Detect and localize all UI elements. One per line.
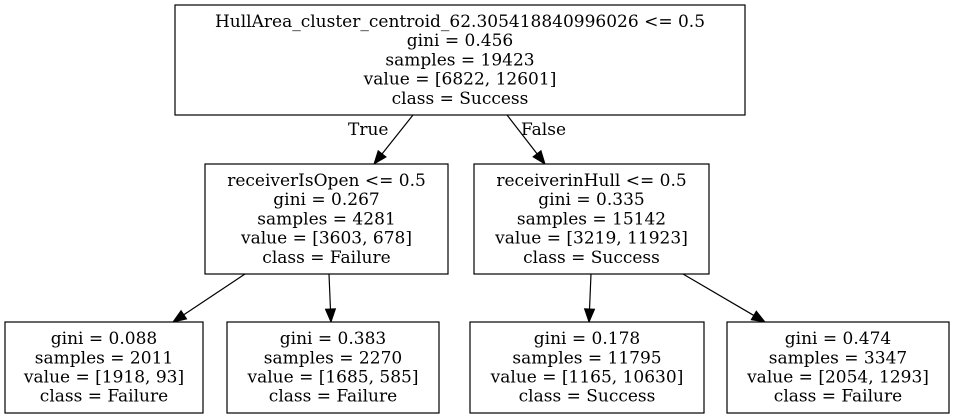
node-line: class = Failure [269, 387, 397, 407]
edge-label: True [348, 120, 388, 140]
node-line: class = Failure [774, 387, 902, 407]
edge-line [328, 273, 332, 310]
edge-left-to-leaf-lr [324, 273, 337, 324]
node-line: receiverinHull <= 0.5 [496, 171, 686, 191]
arrow-head-icon [583, 308, 596, 324]
node-line: gini = 0.088 [51, 329, 157, 349]
node-line: gini = 0.456 [407, 31, 513, 51]
node-line: gini = 0.267 [273, 190, 379, 210]
node-line: samples = 2270 [264, 348, 402, 368]
edge-line [381, 114, 414, 155]
edge-line [183, 273, 246, 316]
node-line: samples = 19423 [385, 50, 534, 70]
node-line: value = [3219, 11923] [494, 229, 688, 249]
arrow-head-icon [750, 310, 767, 323]
edge-line [506, 114, 538, 155]
node-line: receiverIsOpen <= 0.5 [227, 171, 426, 191]
tree-node-root: HullArea_cluster_centroid_62.30541884099… [174, 4, 746, 116]
node-line: samples = 15142 [517, 209, 666, 229]
edge-label: False [521, 120, 566, 140]
node-box [204, 163, 449, 275]
arrow-head-icon [373, 149, 387, 166]
node-line: class = Failure [262, 248, 390, 268]
node-line: value = [6822, 12601] [363, 70, 557, 90]
arrow-head-icon [171, 309, 188, 323]
node-box [473, 163, 710, 275]
node-line: value = [1165, 10630] [490, 367, 684, 387]
node-line: samples = 2011 [35, 348, 173, 368]
edge-root-to-left: True [348, 114, 414, 166]
node-line: class = Failure [40, 387, 168, 407]
node-box [469, 321, 705, 414]
node-line: samples = 3347 [769, 348, 907, 368]
node-line: gini = 0.178 [534, 329, 640, 349]
edge-right-to-leaf-rl [583, 273, 596, 324]
node-line: class = Success [519, 387, 656, 407]
node-line: samples = 4281 [257, 209, 395, 229]
node-line: value = [2054, 1293] [746, 367, 929, 387]
arrow-head-icon [324, 308, 337, 324]
node-line: value = [3603, 678] [240, 229, 412, 249]
edge-right-to-leaf-rr [682, 273, 767, 323]
node-box [726, 321, 950, 414]
node-line: gini = 0.335 [538, 190, 644, 210]
edge-root-to-right: False [506, 114, 566, 166]
node-line: HullArea_cluster_centroid_62.30541884099… [215, 12, 705, 32]
edge-line [682, 273, 755, 316]
node-box [174, 4, 746, 116]
node-line: value = [1918, 93] [23, 367, 184, 387]
node-line: gini = 0.383 [280, 329, 386, 349]
arrow-head-icon [532, 149, 546, 166]
node-box [226, 321, 440, 414]
node-line: value = [1685, 585] [246, 367, 418, 387]
node-line: samples = 11795 [512, 348, 661, 368]
node-box [4, 321, 204, 414]
node-line: gini = 0.474 [785, 329, 891, 349]
node-line: class = Success [392, 89, 529, 109]
node-line: class = Success [523, 248, 660, 268]
edge-left-to-leaf-ll [171, 273, 246, 323]
edge-line [588, 273, 592, 310]
